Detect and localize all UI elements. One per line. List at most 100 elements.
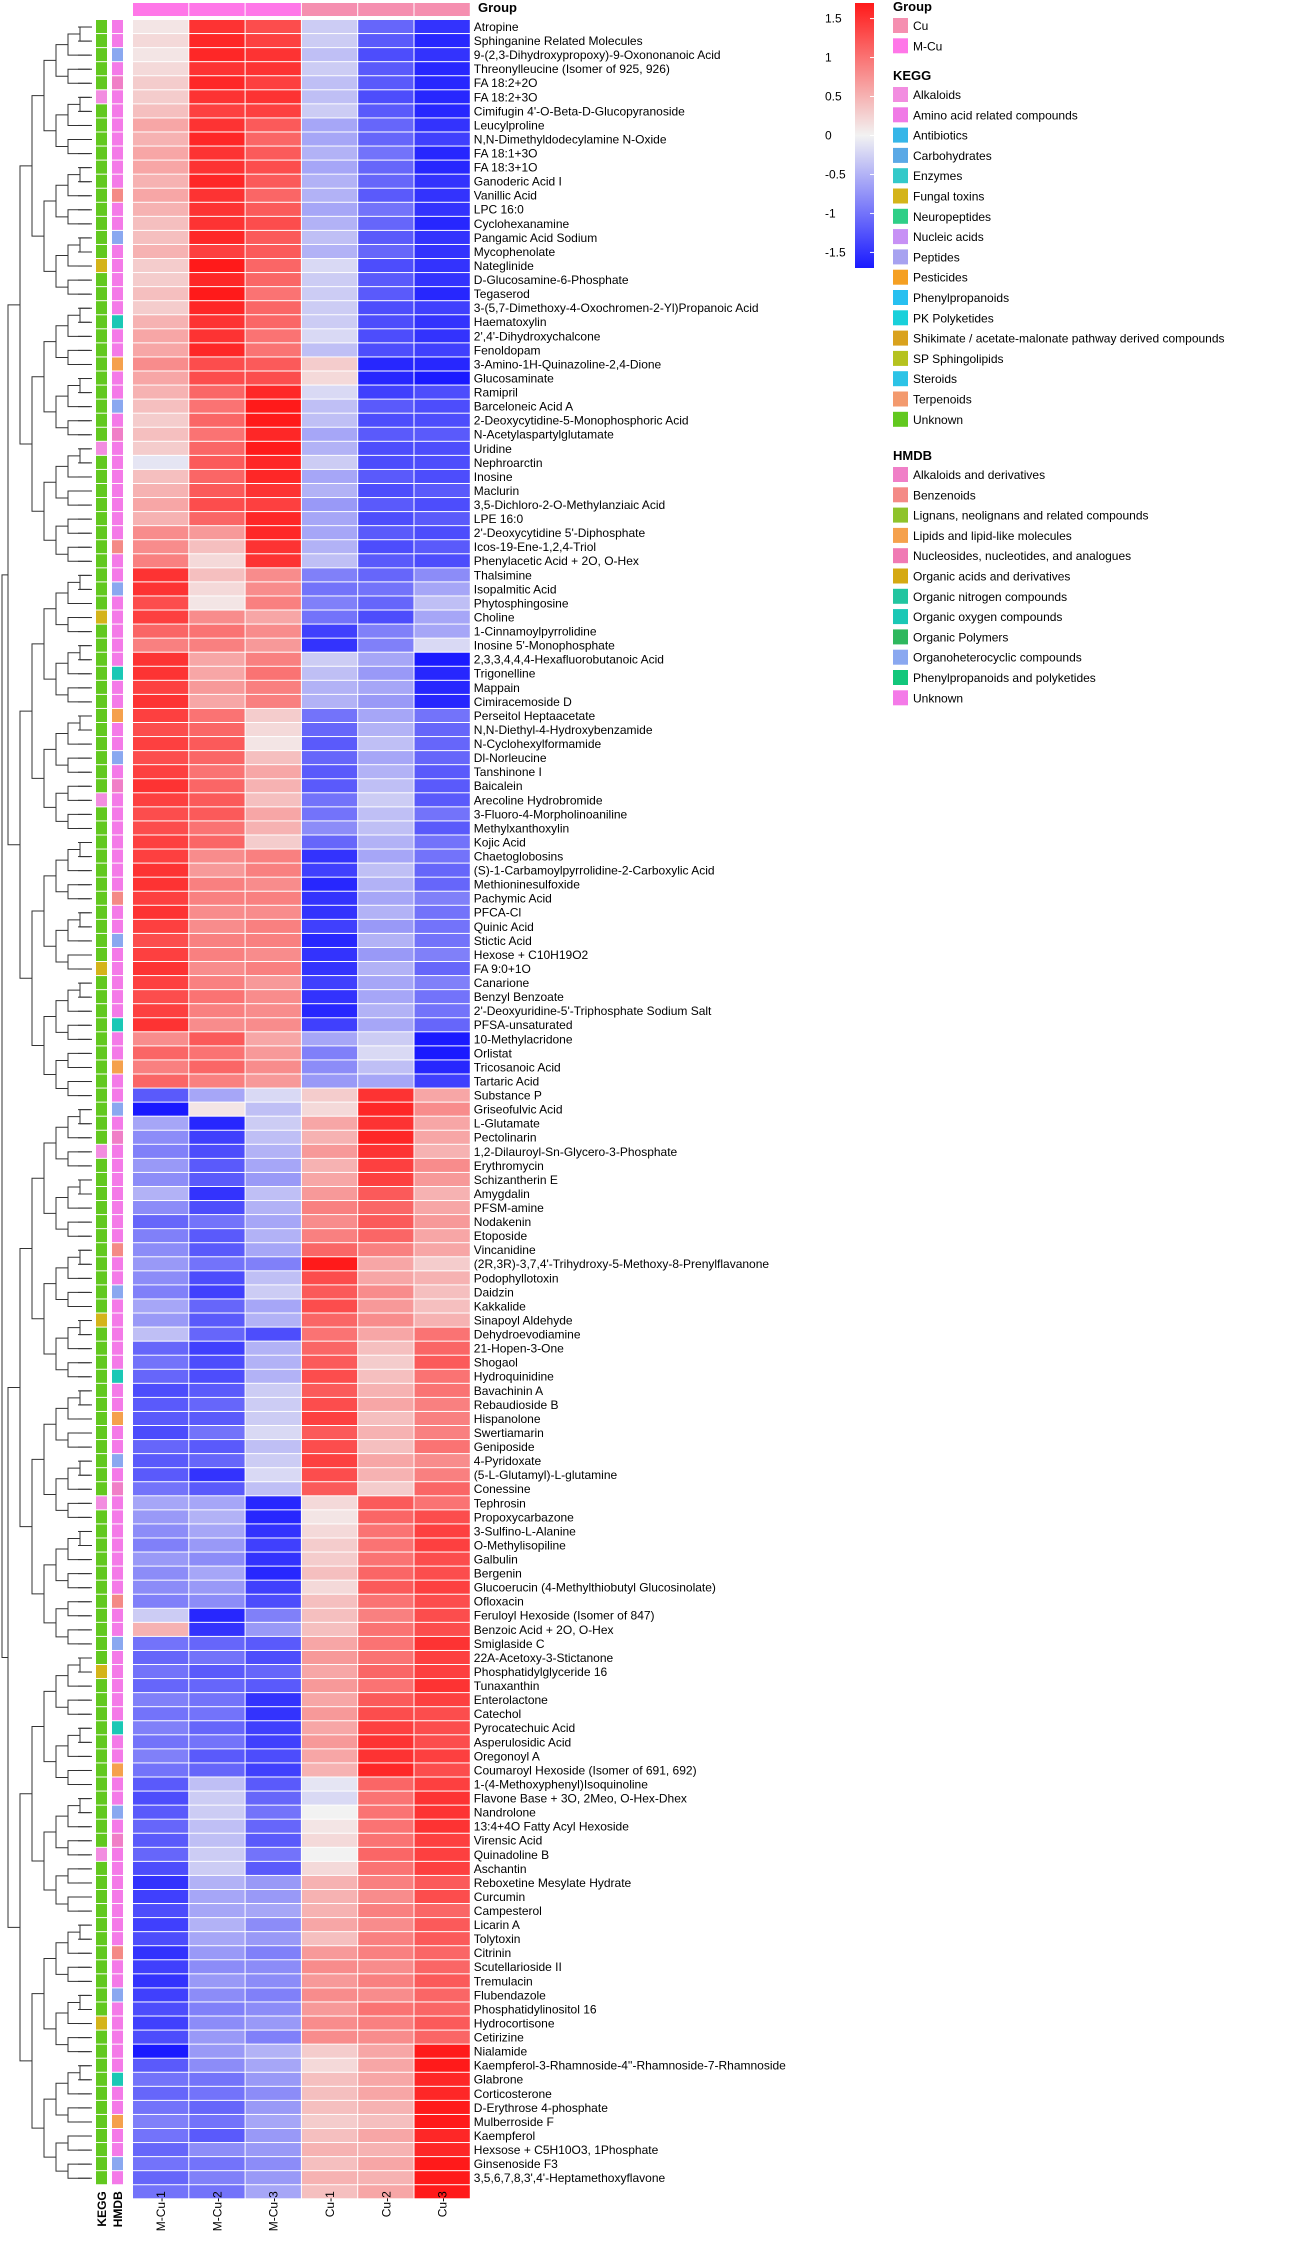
heatmap-cell	[358, 90, 414, 104]
hmdb-annotation-cell	[112, 807, 123, 821]
kegg-annotation-cell	[96, 1130, 107, 1144]
heatmap-cell	[301, 1004, 358, 1018]
heatmap-cell	[245, 2185, 301, 2199]
heatmap-cell	[189, 371, 245, 385]
heatmap-cell	[301, 1566, 358, 1580]
heatmap-cell	[189, 1693, 245, 1707]
heatmap-cell	[358, 343, 414, 357]
heatmap-cell	[358, 976, 414, 990]
heatmap-cell	[358, 315, 414, 329]
heatmap-cell	[414, 1679, 470, 1693]
row-label: Tunaxanthin	[474, 1679, 540, 1693]
row-label: Hexsose + C5H10O3, 1Phosphate	[474, 2143, 659, 2157]
hmdb-legend-swatch	[893, 629, 908, 645]
row-label: FA 18:1+3O	[474, 147, 538, 161]
heatmap-cell	[245, 1383, 301, 1397]
row-label: Pyrocatechuic Acid	[474, 1721, 575, 1735]
heatmap-cell	[414, 596, 470, 610]
heatmap-cell	[245, 526, 301, 540]
heatmap-cell	[301, 315, 358, 329]
dendrogram-branch	[55, 1875, 68, 1905]
row-label: Phosphatidylglyceride 16	[474, 1665, 608, 1679]
dendrogram-branch	[79, 912, 90, 928]
kegg-annotation-cell	[96, 174, 107, 188]
heatmap-cell	[301, 483, 358, 498]
hmdb-annotation-cell	[112, 1440, 123, 1454]
heatmap-cell	[301, 1904, 358, 1918]
hmdb-annotation-cell	[112, 568, 123, 582]
heatmap-cell	[245, 877, 301, 891]
heatmap-cell	[133, 1397, 189, 1411]
heatmap-cell	[245, 188, 301, 202]
heatmap-cell	[358, 933, 414, 947]
heatmap-cell	[414, 1721, 470, 1735]
dendrogram-branch	[79, 1249, 90, 1265]
heatmap-cell	[133, 399, 189, 413]
heatmap-cell	[189, 427, 245, 441]
heatmap-cell	[301, 835, 358, 849]
heatmap-cell	[189, 751, 245, 765]
heatmap-cell	[245, 2114, 301, 2128]
heatmap-cell	[414, 2185, 470, 2199]
dendrogram-branch	[67, 1769, 90, 1786]
heatmap-cell	[189, 2044, 245, 2058]
kegg-annotation-cell	[96, 1383, 107, 1397]
heatmap-cell	[301, 765, 358, 779]
kegg-annotation-cell	[96, 2171, 107, 2185]
heatmap-cell	[133, 2030, 189, 2044]
hmdb-annotation-cell	[112, 2143, 123, 2157]
heatmap-cell	[245, 2143, 301, 2157]
heatmap-cell	[414, 1566, 470, 1580]
heatmap-cell	[245, 821, 301, 835]
hmdb-annotation-cell	[112, 554, 123, 568]
heatmap-cell	[133, 680, 189, 694]
row-label: Schizantherin E	[474, 1173, 558, 1187]
heatmap-cell	[414, 1875, 470, 1889]
heatmap-cell	[133, 1650, 189, 1665]
heatmap-cell	[133, 244, 189, 259]
heatmap-cell	[358, 568, 414, 582]
heatmap-cell	[245, 1552, 301, 1566]
heatmap-cell	[189, 1468, 245, 1482]
kegg-legend-label: Steroids	[913, 372, 957, 386]
dendrogram-branch	[79, 448, 90, 464]
heatmap-cell	[189, 1397, 245, 1411]
heatmap-cell	[301, 1355, 358, 1369]
heatmap-cell	[301, 230, 358, 244]
heatmap-cell	[133, 132, 189, 146]
heatmap-cell	[414, 1608, 470, 1622]
hmdb-annotation-cell	[112, 343, 123, 357]
heatmap-cell	[414, 343, 470, 357]
heatmap-cell	[245, 596, 301, 610]
kegg-annotation-cell	[96, 1707, 107, 1721]
heatmap-cell	[358, 1861, 414, 1875]
hmdb-annotation-cell	[112, 1271, 123, 1285]
kegg-annotation-cell	[96, 1201, 107, 1215]
kegg-annotation-cell	[96, 1608, 107, 1622]
heatmap-cell	[358, 1833, 414, 1847]
heatmap-cell	[301, 1594, 358, 1608]
hmdb-annotation-cell	[112, 933, 123, 947]
heatmap-cell	[358, 2185, 414, 2199]
row-label: L-Glutamate	[474, 1117, 540, 1131]
heatmap-cell	[189, 1763, 245, 1777]
kegg-annotation-cell	[96, 610, 107, 624]
dendrogram-branch	[31, 1177, 44, 1320]
heatmap-cell	[358, 118, 414, 132]
heatmap-cell	[301, 1791, 358, 1805]
row-label: Geniposide	[474, 1440, 535, 1454]
hmdb-annotation-cell	[112, 2044, 123, 2058]
heatmap-cell	[414, 1186, 470, 1201]
heatmap-cell	[358, 230, 414, 244]
kegg-annotation-cell	[96, 1791, 107, 1805]
dendrogram-branch	[67, 849, 90, 872]
heatmap-cell	[245, 1243, 301, 1257]
row-label: Cetirizine	[474, 2031, 524, 2045]
heatmap-cell	[358, 947, 414, 962]
heatmap-cell	[245, 216, 301, 230]
heatmap-cell	[245, 315, 301, 329]
heatmap-cell	[414, 1313, 470, 1327]
heatmap-cell	[189, 947, 245, 962]
heatmap-cell	[301, 1229, 358, 1243]
heatmap-cell	[245, 1341, 301, 1355]
